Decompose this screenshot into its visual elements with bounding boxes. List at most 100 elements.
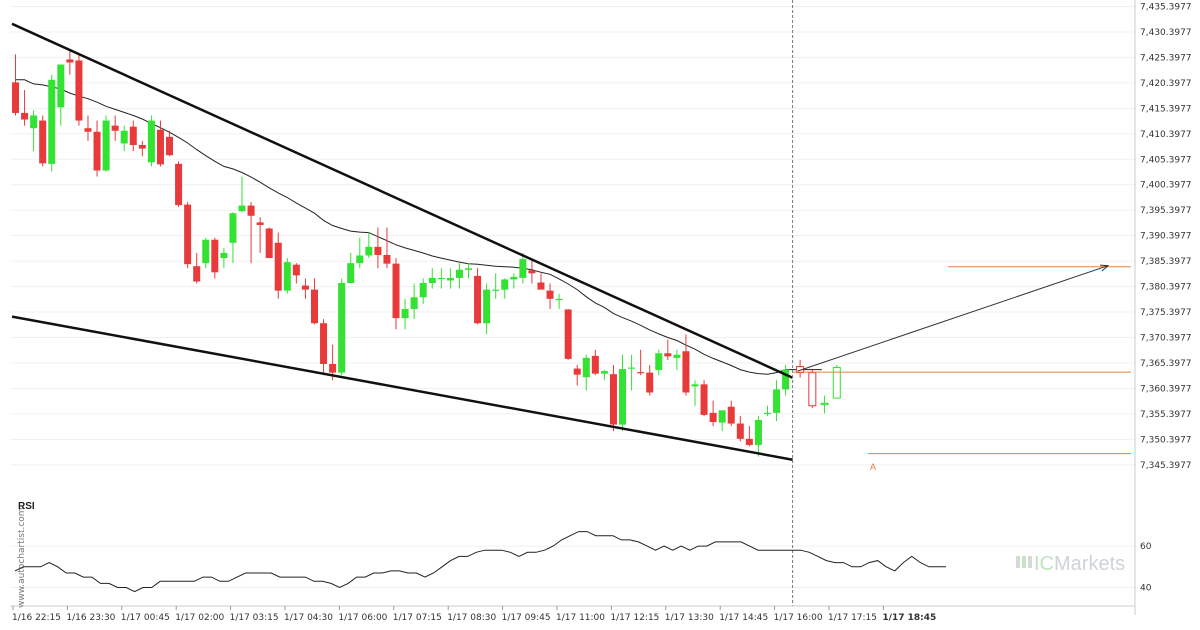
candle-body bbox=[292, 264, 300, 276]
time-axis: 1/16 22:15 1/16 23:30 1/17 00:45 1/17 02:00… bbox=[10, 605, 1135, 623]
candle bbox=[374, 227, 382, 269]
candle bbox=[156, 120, 164, 167]
candle bbox=[93, 120, 101, 177]
candle bbox=[356, 237, 364, 269]
candle-body bbox=[555, 298, 563, 300]
candlestick-series bbox=[12, 49, 841, 457]
candle-body bbox=[75, 60, 83, 121]
lower-trendline bbox=[11, 315, 793, 461]
candle bbox=[184, 202, 192, 269]
candle-body bbox=[147, 120, 155, 163]
candle bbox=[446, 268, 454, 289]
candle bbox=[292, 263, 300, 284]
candle bbox=[193, 252, 201, 284]
candle bbox=[310, 278, 318, 325]
candle-body bbox=[410, 297, 418, 309]
candle bbox=[365, 232, 373, 259]
candle-body bbox=[682, 351, 690, 393]
candle-body bbox=[419, 283, 427, 298]
candle-body bbox=[619, 369, 627, 425]
candle-body bbox=[700, 384, 708, 415]
time-tick-label: 1/17 06:00 bbox=[338, 613, 387, 623]
candle bbox=[12, 54, 19, 116]
price-tick-label: 7,420.3977 bbox=[1140, 79, 1192, 89]
time-tick-label: 1/17 02:00 bbox=[175, 613, 224, 623]
price-tick-label: 7,360.3977 bbox=[1140, 384, 1192, 394]
candle bbox=[347, 252, 355, 284]
candle bbox=[745, 426, 753, 447]
price-tick-label: 7,405.3977 bbox=[1140, 155, 1192, 165]
candle bbox=[338, 278, 346, 376]
price-tick-label: 7,380.3977 bbox=[1140, 283, 1192, 293]
time-tick-label: 1/17 12:15 bbox=[610, 613, 659, 623]
candle-body bbox=[528, 270, 536, 274]
candle bbox=[274, 232, 282, 299]
forecast-arrow bbox=[797, 265, 1109, 372]
candle bbox=[664, 339, 672, 360]
candle-body bbox=[166, 136, 174, 156]
candle bbox=[709, 400, 717, 427]
candle-body bbox=[374, 246, 382, 255]
candle-body bbox=[39, 120, 47, 164]
price-tick-label: 7,350.3977 bbox=[1140, 435, 1192, 445]
time-tick-label: 1/17 16:00 bbox=[774, 613, 823, 623]
forecast-arrowhead-icon bbox=[1099, 264, 1110, 272]
candle-body bbox=[175, 163, 183, 206]
candle bbox=[238, 176, 246, 213]
candle bbox=[39, 115, 47, 167]
candle bbox=[773, 380, 781, 422]
candle bbox=[102, 115, 110, 172]
candle bbox=[546, 283, 554, 309]
candle-body bbox=[474, 275, 482, 324]
candle bbox=[283, 258, 291, 294]
candle-body bbox=[193, 266, 201, 282]
candle-body bbox=[773, 389, 781, 413]
candle bbox=[492, 273, 500, 299]
pattern-point-label: A bbox=[870, 462, 876, 472]
candle bbox=[700, 380, 708, 416]
rsi-label: RSI bbox=[18, 501, 35, 512]
candle bbox=[392, 258, 400, 330]
candle bbox=[84, 115, 92, 141]
candle bbox=[301, 278, 309, 299]
candle bbox=[609, 364, 617, 432]
candle bbox=[401, 298, 409, 330]
time-tick-label: 1/17 09:45 bbox=[502, 613, 551, 623]
candle-body bbox=[808, 372, 817, 407]
price-tick-label: 7,435.3977 bbox=[1140, 3, 1192, 13]
candle bbox=[75, 54, 83, 126]
candle-body bbox=[691, 384, 699, 387]
brand-watermark: ICMarkets bbox=[1016, 553, 1125, 575]
price-tick-label: 7,395.3977 bbox=[1140, 206, 1192, 216]
time-tick-label: 1/17 18:45 bbox=[882, 613, 936, 623]
time-tick-label: 1/17 08:30 bbox=[447, 613, 496, 623]
price-tick-label: 7,390.3977 bbox=[1140, 232, 1192, 242]
candle-body bbox=[820, 402, 829, 405]
candle-body bbox=[347, 263, 355, 284]
candle-body bbox=[102, 120, 110, 171]
price-axis: 7,435.3977 7,430.3977 7,425.3977 7,420.3977… bbox=[1134, 0, 1192, 615]
candle-body bbox=[202, 239, 210, 264]
candle bbox=[455, 263, 463, 289]
time-tick-label: 1/16 22:15 bbox=[12, 613, 61, 623]
candle bbox=[202, 237, 210, 269]
candle-body bbox=[48, 79, 56, 164]
candle bbox=[564, 308, 572, 360]
candle-body bbox=[338, 283, 346, 373]
candle bbox=[600, 370, 608, 381]
candle-body bbox=[30, 115, 38, 129]
time-tick-label: 1/17 13:30 bbox=[665, 613, 714, 623]
candle-body bbox=[655, 353, 663, 371]
candle-body bbox=[573, 368, 581, 375]
candle-body bbox=[111, 125, 119, 131]
rsi-tick-label: 40 bbox=[1140, 584, 1152, 594]
rsi-panel: RSI bbox=[14, 501, 946, 593]
rsi-tick-label: 60 bbox=[1140, 542, 1152, 552]
vendor-watermark: www.autochartist.com bbox=[17, 507, 27, 608]
candle-body bbox=[537, 282, 545, 290]
pattern-overlay: A bbox=[11, 0, 1131, 606]
candle-body bbox=[247, 205, 255, 216]
candle-body bbox=[637, 372, 645, 374]
candle-body bbox=[274, 242, 282, 291]
